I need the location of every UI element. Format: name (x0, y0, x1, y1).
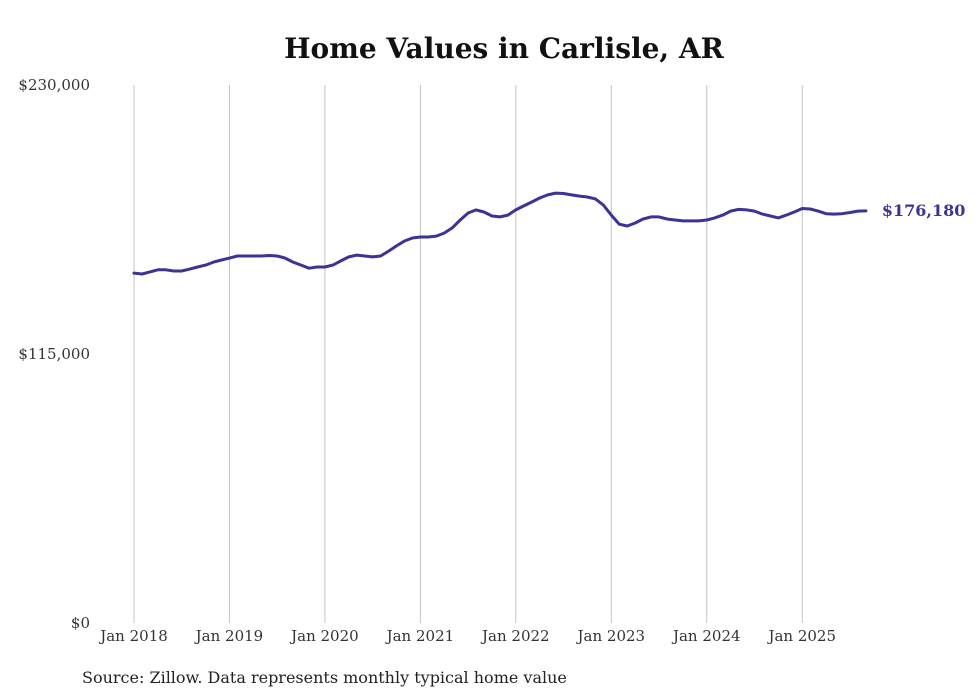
y-tick-label: $115,000 (18, 345, 90, 363)
x-tick-label: Jan 2018 (98, 627, 168, 645)
y-tick-label: $230,000 (18, 76, 90, 94)
x-tick-label: Jan 2022 (480, 627, 550, 645)
x-tick-label: Jan 2021 (385, 627, 455, 645)
y-tick-label: $0 (71, 614, 90, 632)
x-tick-label: Jan 2024 (671, 627, 741, 645)
x-tick-label: Jan 2023 (576, 627, 646, 645)
chart-title: Home Values in Carlisle, AR (284, 32, 724, 65)
x-tick-label: Jan 2019 (194, 627, 264, 645)
x-tick-label: Jan 2025 (766, 627, 836, 645)
end-value-label: $176,180 (882, 201, 966, 220)
x-tick-label: Jan 2020 (289, 627, 359, 645)
series-line-home-value (132, 191, 868, 276)
source-note: Source: Zillow. Data represents monthly … (82, 668, 567, 687)
